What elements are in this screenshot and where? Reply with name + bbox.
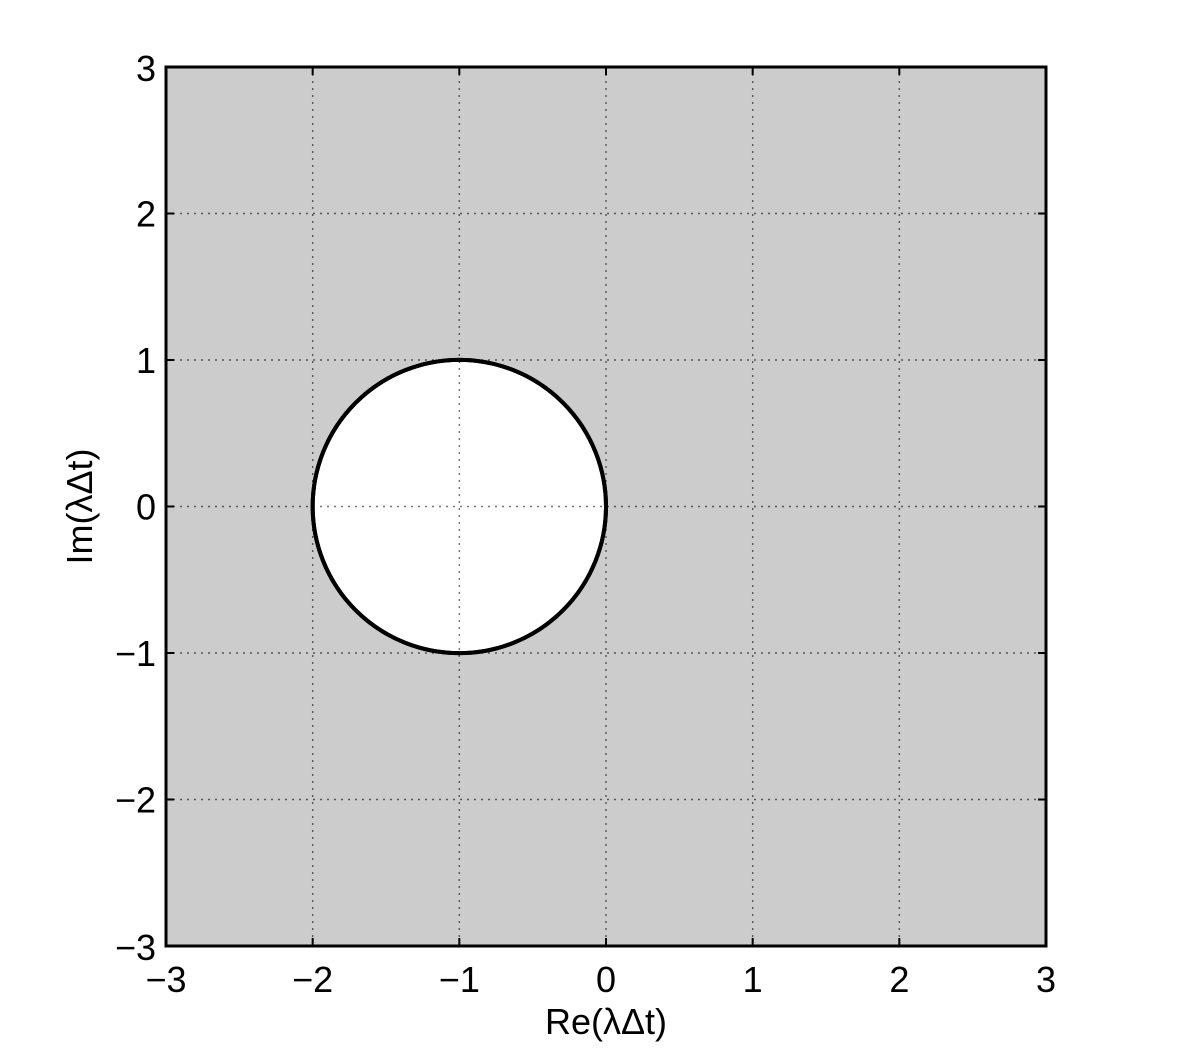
y-tick-label: −1 xyxy=(115,633,156,674)
x-tick-label: −3 xyxy=(145,959,186,1000)
y-tick-label: 3 xyxy=(136,48,156,89)
x-axis-label: Re(λΔt) xyxy=(545,1001,667,1042)
y-axis-label: Im(λΔt) xyxy=(59,448,100,564)
x-tick-label: −1 xyxy=(439,959,480,1000)
x-tick-label: 0 xyxy=(596,959,616,1000)
y-tick-label: −2 xyxy=(115,780,156,821)
x-tick-label: 2 xyxy=(889,959,909,1000)
y-tick-label: 1 xyxy=(136,340,156,381)
x-tick-labels: −3 −2 −1 0 1 2 3 xyxy=(145,959,1056,1000)
y-tick-label: 0 xyxy=(136,487,156,528)
y-tick-labels: −3 −2 −1 0 1 2 3 xyxy=(115,48,156,968)
x-tick-label: 3 xyxy=(1036,959,1056,1000)
y-tick-label: −3 xyxy=(115,927,156,968)
x-tick-label: 1 xyxy=(743,959,763,1000)
stability-circle-outline xyxy=(310,357,609,656)
axis-ticks xyxy=(165,66,1047,947)
x-tick-label: −2 xyxy=(292,959,333,1000)
y-tick-label: 2 xyxy=(136,194,156,235)
